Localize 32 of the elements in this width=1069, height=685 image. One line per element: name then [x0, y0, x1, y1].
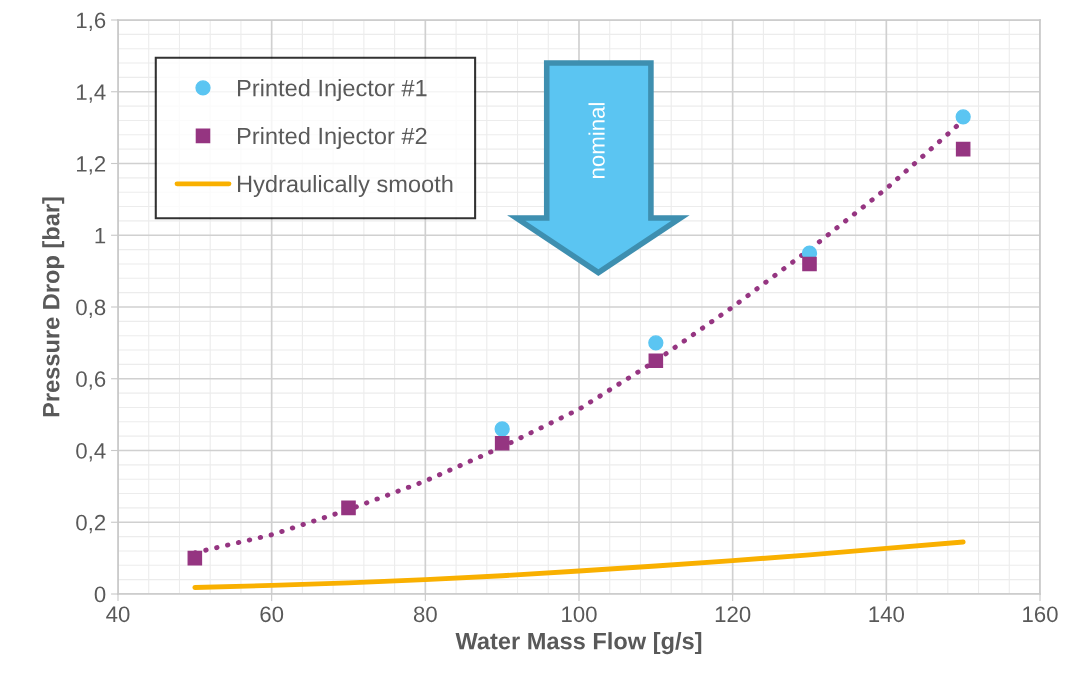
point [955, 109, 971, 125]
x-tick-label: 60 [260, 606, 284, 623]
point [648, 353, 664, 369]
y-axis-title: Pressure Drop [bar] [42, 197, 65, 417]
point [955, 141, 971, 157]
point [494, 421, 510, 437]
legend-label: Printed Injector #2 [237, 127, 427, 150]
annotation: nominal [588, 103, 605, 178]
x-tick-label: 40 [106, 606, 130, 623]
point [648, 335, 664, 351]
x-tick-label: 160 [1023, 606, 1058, 623]
y-tick-label: 1,2 [77, 156, 106, 175]
y-tick-label: 0,4 [76, 443, 106, 462]
y-tick-label: 0,8 [76, 299, 106, 318]
legend-label: Hydraulically smooth [237, 174, 453, 197]
point [187, 550, 203, 566]
x-tick-label: 100 [562, 606, 597, 623]
y-tick-label: 0,6 [76, 371, 106, 390]
point [494, 436, 510, 451]
legend-label: Printed Injector #1 [237, 79, 427, 102]
point [802, 256, 817, 272]
y-tick-label: 1,6 [77, 12, 106, 31]
y-tick-label: 1,4 [77, 84, 106, 103]
x-axis-title: Water Mass Flow [g/s] [455, 632, 702, 655]
y-tick-label: 1 [95, 228, 106, 244]
x-tick-label: 140 [869, 606, 904, 623]
line-series [192, 539, 966, 590]
x-tick-label: 80 [413, 606, 437, 623]
y-tick-label: 0 [94, 586, 106, 603]
point [341, 500, 356, 516]
x-tick-label: 120 [715, 606, 751, 623]
y-tick-label: 0,2 [76, 514, 106, 534]
